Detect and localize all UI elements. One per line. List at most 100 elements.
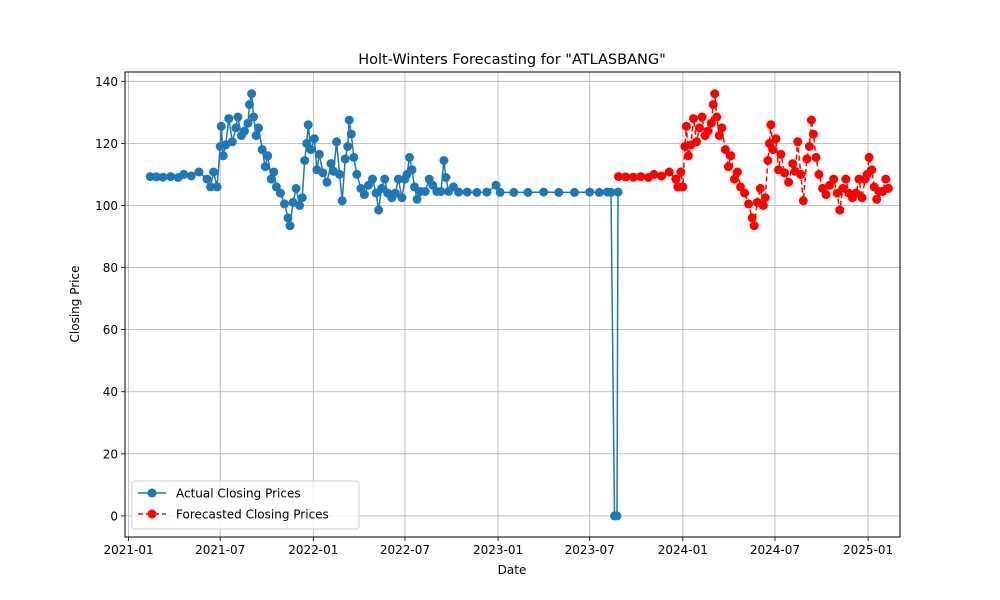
data-point	[303, 120, 313, 130]
data-point	[441, 173, 451, 182]
data-point	[454, 187, 464, 197]
data-point	[703, 126, 713, 136]
data-point	[291, 183, 301, 193]
data-point	[340, 154, 350, 164]
data-point	[275, 188, 285, 198]
data-point	[612, 511, 622, 521]
data-point	[179, 169, 189, 179]
legend: Actual Closing Prices Forecasted Closing…	[131, 480, 360, 530]
data-point	[802, 154, 812, 164]
data-point	[390, 188, 400, 198]
data-point	[706, 118, 716, 128]
data-point	[657, 171, 667, 181]
data-point	[326, 159, 336, 169]
data-point	[374, 205, 384, 215]
data-point	[683, 151, 693, 161]
data-point	[227, 137, 237, 147]
data-point	[841, 174, 851, 184]
data-point	[780, 168, 790, 178]
data-point	[254, 123, 264, 133]
x-tick-label: 2022-07	[380, 543, 430, 557]
data-point	[806, 115, 816, 125]
data-point	[723, 162, 733, 172]
x-tick-label: 2024-01	[658, 543, 708, 557]
y-tick-label: 0	[110, 509, 118, 523]
data-point	[266, 174, 276, 184]
y-tick-label: 100	[95, 199, 118, 213]
data-point	[763, 156, 773, 165]
data-point	[285, 221, 295, 231]
x-tick-label: 2021-01	[103, 543, 153, 557]
x-tick-label: 2025-01	[843, 543, 893, 557]
data-point	[594, 187, 604, 197]
data-point	[359, 190, 369, 200]
legend-actual-label: Actual Closing Prices	[176, 487, 301, 501]
data-point	[343, 142, 353, 151]
data-point	[368, 174, 377, 184]
data-point	[306, 145, 316, 155]
data-point	[733, 167, 742, 177]
data-point	[247, 89, 257, 99]
x-tick-label: 2023-01	[473, 543, 523, 557]
series-1	[614, 89, 893, 231]
data-point	[158, 172, 168, 182]
data-point	[439, 156, 449, 165]
data-point	[297, 193, 307, 203]
data-point	[606, 187, 616, 197]
data-point	[151, 172, 161, 182]
x-axis-label: Date	[498, 563, 527, 577]
x-tick-label: 2021-07	[195, 543, 245, 557]
y-tick-label: 60	[103, 323, 118, 337]
data-point	[410, 182, 419, 192]
data-point	[798, 196, 808, 206]
data-point	[412, 194, 422, 204]
data-point	[776, 149, 786, 159]
data-point	[835, 205, 845, 215]
data-point	[766, 120, 776, 130]
data-point	[260, 162, 270, 172]
data-point	[224, 114, 234, 124]
data-point	[755, 183, 765, 193]
data-point	[872, 194, 882, 204]
data-point	[300, 156, 310, 165]
data-point	[405, 152, 414, 162]
data-point	[216, 121, 226, 131]
data-point	[352, 169, 362, 179]
data-point	[881, 174, 891, 184]
data-point	[760, 193, 770, 203]
data-point	[857, 193, 867, 203]
data-point	[784, 177, 794, 187]
data-point	[749, 221, 759, 231]
data-point	[838, 183, 848, 193]
y-axis-label: Closing Price	[68, 266, 82, 343]
data-point	[730, 174, 739, 184]
data-point	[867, 165, 877, 175]
data-point	[407, 165, 417, 175]
data-point	[697, 112, 707, 122]
data-point	[613, 187, 623, 197]
data-point	[821, 190, 831, 200]
data-point	[808, 129, 818, 139]
data-point	[380, 174, 390, 184]
data-point	[788, 159, 798, 169]
data-point	[676, 167, 686, 177]
x-tick-label: 2024-07	[750, 543, 800, 557]
data-point	[744, 199, 754, 209]
y-tick-label: 80	[103, 261, 118, 275]
data-point	[209, 167, 219, 177]
data-point	[269, 167, 279, 177]
data-point	[585, 187, 595, 197]
data-point	[671, 174, 681, 184]
data-point	[263, 151, 273, 161]
plot-frame	[124, 71, 901, 538]
data-point	[397, 193, 407, 203]
data-point	[337, 196, 347, 206]
data-point	[212, 182, 222, 192]
legend-forecast-label: Forecasted Closing Prices	[176, 508, 329, 522]
data-point	[726, 151, 736, 161]
data-point	[708, 100, 718, 110]
data-point	[309, 134, 319, 144]
data-point	[710, 89, 720, 99]
data-point	[420, 187, 430, 196]
data-point	[322, 177, 332, 187]
